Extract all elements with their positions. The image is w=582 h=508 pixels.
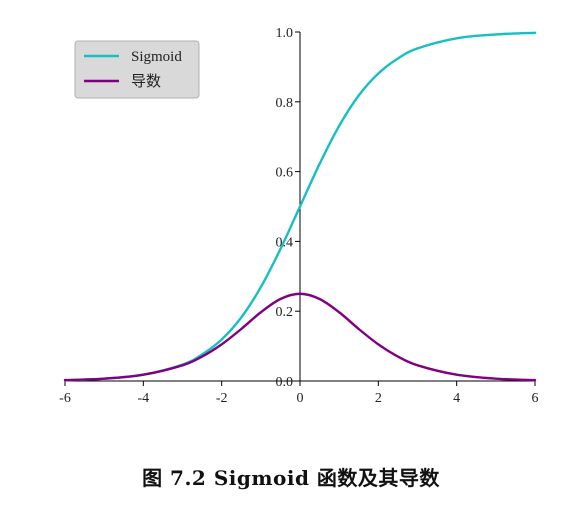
legend-label-1: 导数 [131, 73, 161, 90]
series-layer [63, 31, 537, 382]
y-tick-label: 1.0 [276, 26, 294, 41]
legend-label-0: Sigmoid [131, 49, 182, 65]
axes: -6 -4 -2 0 2 4 60.00.20.40.60.81.0 [59, 26, 538, 406]
y-tick-label: 0.8 [276, 96, 294, 111]
x-tick-label: -2 [216, 391, 228, 406]
y-tick-label: 0.2 [276, 305, 294, 320]
x-tick-label: 2 [375, 391, 382, 406]
x-tick-label: 0 [297, 391, 304, 406]
y-tick-label: 0.6 [276, 166, 294, 181]
x-tick-label: 4 [453, 391, 460, 406]
figure-caption: 图 7.2 Sigmoid 函数及其导数 [142, 466, 440, 490]
y-tick-label: 0.0 [276, 375, 294, 390]
x-tick-label: -6 [59, 391, 71, 406]
x-tick-label: -4 [137, 391, 149, 406]
legend: Sigmoid 导数 [74, 40, 200, 99]
series-line-1 [63, 292, 537, 382]
chart: -6 -4 -2 0 2 4 6 0.0 0.2 0.4 0.6 0.8 1.0 Sigmoid 导数 [59, 26, 538, 406]
x-tick-label: 6 [532, 391, 539, 406]
